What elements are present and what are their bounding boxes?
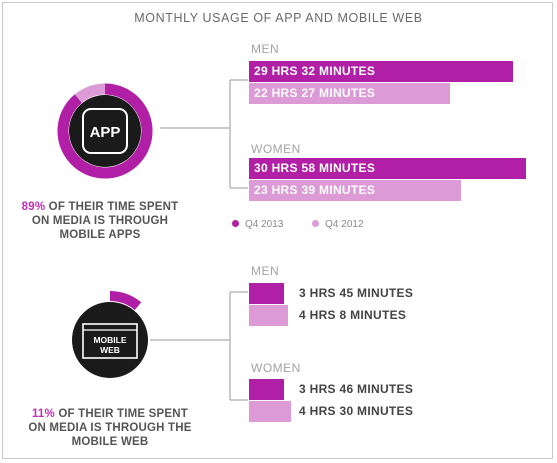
bar-women-q4-2012 bbox=[249, 401, 291, 422]
app-caption: 89% OF THEIR TIME SPENT ON MEDIA IS THRO… bbox=[20, 200, 180, 242]
legend: Q4 2013 Q4 2012 bbox=[232, 219, 390, 230]
web-caption: 11% OF THEIR TIME SPENT ON MEDIA IS THRO… bbox=[20, 407, 200, 449]
web-caption-line1: OF THEIR TIME SPENT bbox=[54, 408, 189, 420]
bar-label-women-q4-2013: 3 HRS 46 MINUTES bbox=[299, 382, 414, 396]
app-share-ring-arc bbox=[57, 83, 153, 179]
app-caption-line2: ON MEDIA IS THROUGH bbox=[31, 215, 169, 227]
bar-women-q4-2013 bbox=[249, 379, 284, 400]
app-caption-line3: MOBILE APPS bbox=[59, 229, 141, 241]
bar-label-women-q4-2013: 30 HRS 58 MINUTES bbox=[254, 161, 376, 175]
mobile-web-icon-label-2: WEB bbox=[100, 345, 120, 355]
web-caption-pct: 11% bbox=[31, 408, 55, 420]
app-icon-square bbox=[82, 108, 128, 154]
web-share-ring-arc bbox=[109, 291, 142, 311]
group-label-men: MEN bbox=[251, 42, 280, 56]
mobile-web-icon-disc bbox=[72, 302, 148, 378]
bar-label-men-q4-2013: 29 HRS 32 MINUTES bbox=[254, 64, 376, 78]
app-icon: APP bbox=[57, 83, 153, 179]
mobile-web-icon: MOBILE WEB bbox=[72, 291, 148, 378]
bar-label-women-q4-2012: 4 HRS 30 MINUTES bbox=[299, 404, 414, 418]
group-label-women: WOMEN bbox=[251, 361, 301, 375]
app-connector bbox=[160, 79, 248, 189]
bar-men-q4-2012 bbox=[249, 305, 288, 326]
bar-label-women-q4-2012: 23 HRS 39 MINUTES bbox=[254, 183, 376, 197]
web-caption-line3: MOBILE WEB bbox=[71, 436, 149, 448]
infographic-frame bbox=[2, 2, 553, 459]
bar-label-men-q4-2013: 3 HRS 45 MINUTES bbox=[299, 286, 414, 300]
group-label-men: MEN bbox=[251, 264, 280, 278]
legend-label-q4-2013: Q4 2013 bbox=[245, 219, 284, 230]
bar-label-men-q4-2012: 4 HRS 8 MINUTES bbox=[299, 308, 407, 322]
web-caption-line2: ON MEDIA IS THROUGH THE bbox=[28, 422, 192, 434]
bar-label-men-q4-2012: 22 HRS 27 MINUTES bbox=[254, 86, 376, 100]
legend-item-q4-2012: Q4 2012 bbox=[312, 219, 364, 230]
group-label-women: WOMEN bbox=[251, 142, 301, 156]
browser-window-icon bbox=[82, 323, 138, 359]
bar-men-q4-2013 bbox=[249, 61, 513, 82]
app-icon-disc bbox=[69, 95, 141, 167]
legend-item-q4-2013: Q4 2013 bbox=[232, 219, 283, 230]
chart-title: MONTHLY USAGE OF APP AND MOBILE WEB bbox=[134, 11, 423, 25]
bar-men-q4-2013 bbox=[249, 283, 284, 304]
app-caption-pct: 89% bbox=[21, 201, 46, 213]
web-connector bbox=[150, 291, 248, 401]
legend-label-q4-2012: Q4 2012 bbox=[325, 219, 364, 230]
bar-women-q4-2012 bbox=[249, 180, 461, 201]
bar-women-q4-2013 bbox=[249, 158, 526, 179]
mobile-web-icon-label-1: MOBILE bbox=[93, 335, 126, 345]
legend-swatch-q4-2012 bbox=[312, 219, 320, 227]
bar-men-q4-2012 bbox=[249, 83, 450, 104]
app-caption-line1: OF THEIR TIME SPENT bbox=[45, 201, 179, 213]
app-icon-label: APP bbox=[90, 124, 121, 141]
legend-swatch-q4-2013 bbox=[232, 219, 239, 227]
